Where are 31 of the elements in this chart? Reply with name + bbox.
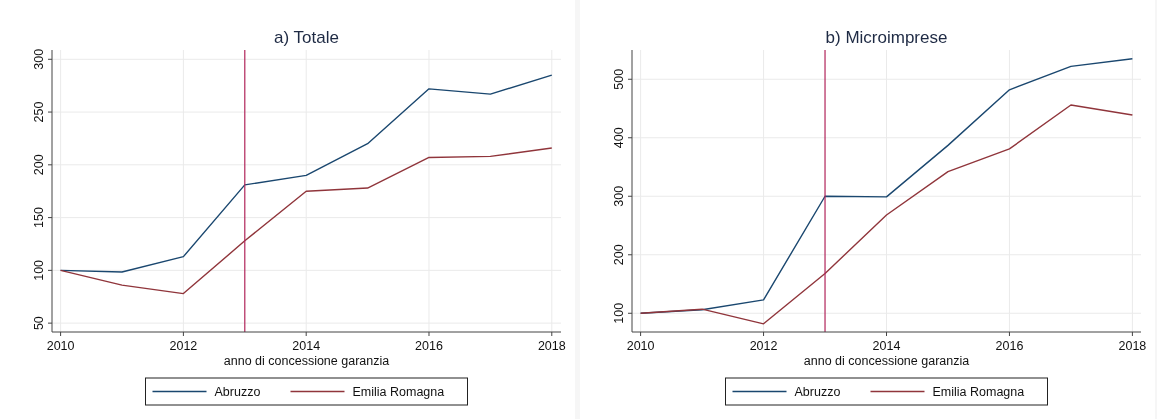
x-axis-title: anno di concessione garanzia bbox=[223, 354, 390, 368]
x-tick-label: 2016 bbox=[415, 339, 443, 353]
x-tick-label: 2014 bbox=[872, 339, 901, 353]
legend-label: Emilia Romagna bbox=[352, 385, 445, 399]
legend-label: Emilia Romagna bbox=[932, 385, 1025, 399]
x-tick-label: 2014 bbox=[292, 339, 321, 353]
legend-label: Abruzzo bbox=[794, 385, 841, 399]
line-series bbox=[639, 104, 1134, 325]
x-tick-label: 2018 bbox=[537, 339, 566, 353]
x-tick-label: 2010 bbox=[626, 339, 655, 353]
line-series bbox=[59, 147, 553, 295]
x-tick-label: 2012 bbox=[749, 339, 778, 353]
legend-label: Abruzzo bbox=[214, 385, 261, 399]
chart-title: a) Totale bbox=[274, 28, 339, 47]
y-tick-label: 250 bbox=[32, 101, 46, 123]
y-tick-label: 150 bbox=[32, 207, 46, 229]
y-tick-label: 200 bbox=[32, 154, 46, 176]
y-tick-label: 300 bbox=[612, 185, 626, 207]
y-tick-label: 100 bbox=[32, 259, 46, 281]
x-tick-label: 2018 bbox=[1118, 339, 1147, 353]
x-tick-label: 2010 bbox=[46, 339, 75, 353]
x-tick-label: 2012 bbox=[169, 339, 198, 353]
chart-title: b) Microimprese bbox=[825, 28, 948, 47]
y-tick-label: 100 bbox=[612, 302, 626, 324]
y-tick-label: 200 bbox=[612, 244, 626, 266]
x-tick-label: 2016 bbox=[995, 339, 1024, 353]
y-tick-label: 50 bbox=[32, 316, 46, 331]
y-tick-label: 500 bbox=[612, 68, 626, 90]
y-tick-label: 400 bbox=[612, 127, 626, 149]
y-tick-label: 300 bbox=[32, 48, 46, 70]
x-axis-title: anno di concessione garanzia bbox=[803, 354, 970, 368]
